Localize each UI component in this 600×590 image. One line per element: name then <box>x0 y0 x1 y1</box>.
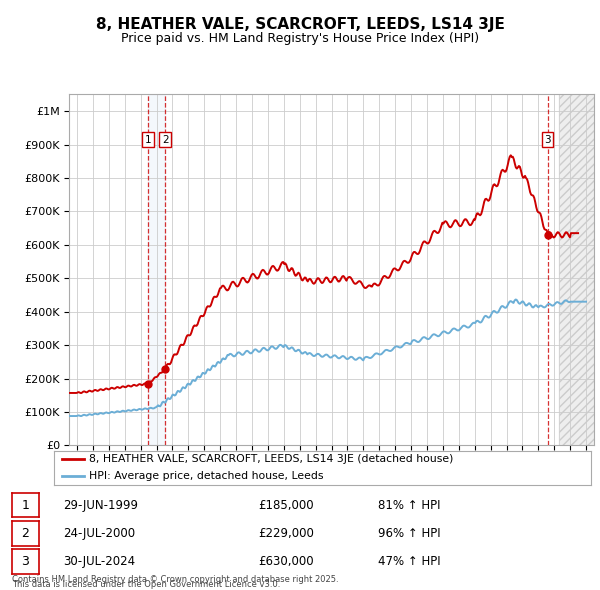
Text: 29-JUN-1999: 29-JUN-1999 <box>63 499 138 512</box>
Text: 30-JUL-2024: 30-JUL-2024 <box>63 555 135 568</box>
Text: 8, HEATHER VALE, SCARCROFT, LEEDS, LS14 3JE (detached house): 8, HEATHER VALE, SCARCROFT, LEEDS, LS14 … <box>89 454 453 464</box>
Text: Contains HM Land Registry data © Crown copyright and database right 2025.: Contains HM Land Registry data © Crown c… <box>12 575 338 584</box>
Text: £185,000: £185,000 <box>258 499 314 512</box>
Bar <box>559 94 594 445</box>
Text: 1: 1 <box>22 499 29 512</box>
Text: 47% ↑ HPI: 47% ↑ HPI <box>378 555 440 568</box>
Text: 3: 3 <box>544 135 551 145</box>
Text: 81% ↑ HPI: 81% ↑ HPI <box>378 499 440 512</box>
Text: £630,000: £630,000 <box>258 555 314 568</box>
Text: 24-JUL-2000: 24-JUL-2000 <box>63 527 135 540</box>
Text: 1: 1 <box>145 135 152 145</box>
Text: This data is licensed under the Open Government Licence v3.0.: This data is licensed under the Open Gov… <box>12 581 280 589</box>
Text: 2: 2 <box>22 527 29 540</box>
Text: Price paid vs. HM Land Registry's House Price Index (HPI): Price paid vs. HM Land Registry's House … <box>121 32 479 45</box>
Text: 2: 2 <box>162 135 169 145</box>
Text: 3: 3 <box>22 555 29 568</box>
Text: 96% ↑ HPI: 96% ↑ HPI <box>378 527 440 540</box>
Bar <box>148 94 166 445</box>
Text: HPI: Average price, detached house, Leeds: HPI: Average price, detached house, Leed… <box>89 471 323 481</box>
Text: £229,000: £229,000 <box>258 527 314 540</box>
Bar <box>559 94 594 445</box>
Text: 8, HEATHER VALE, SCARCROFT, LEEDS, LS14 3JE: 8, HEATHER VALE, SCARCROFT, LEEDS, LS14 … <box>95 17 505 31</box>
